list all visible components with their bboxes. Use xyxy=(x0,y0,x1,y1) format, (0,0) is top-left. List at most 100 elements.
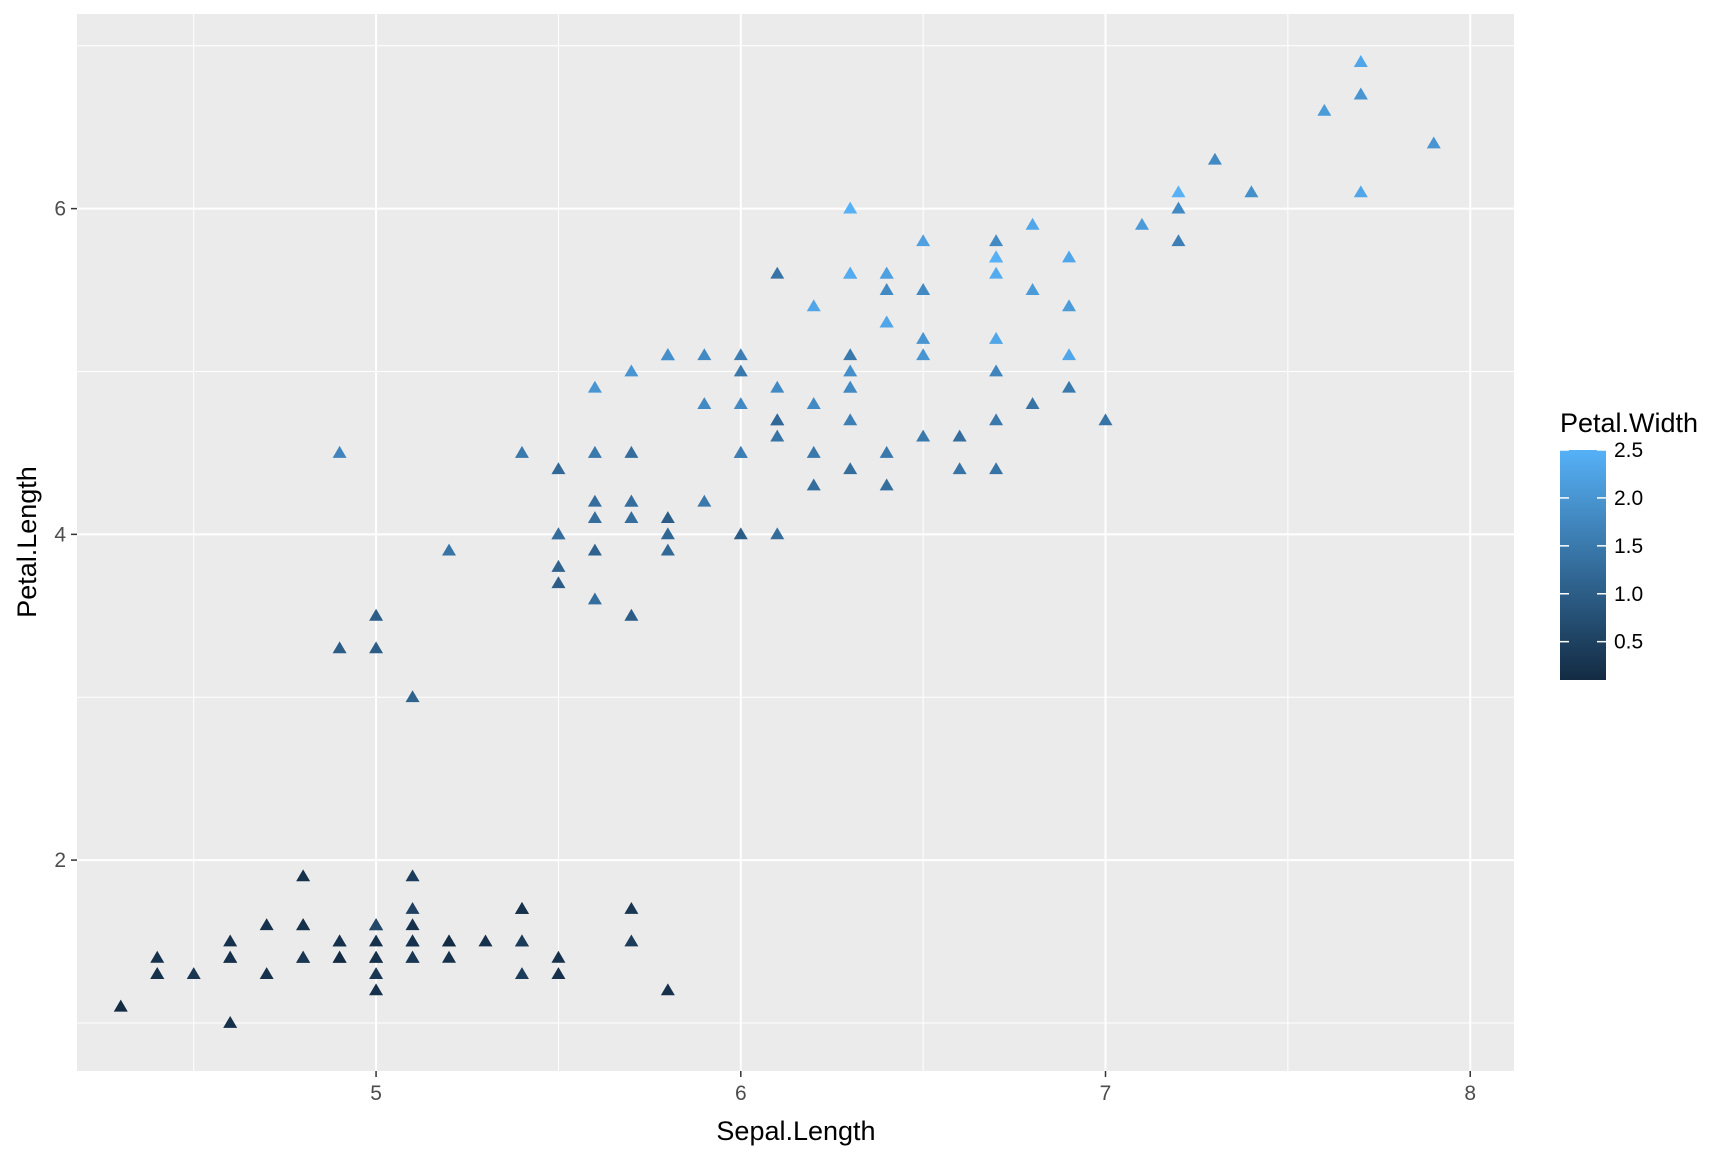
data-point xyxy=(223,950,238,963)
data-point xyxy=(332,934,347,947)
data-point xyxy=(989,462,1004,475)
data-point xyxy=(843,201,858,214)
x-axis-title: Sepal.Length xyxy=(716,1116,875,1146)
data-point xyxy=(660,527,675,540)
data-point xyxy=(369,967,384,979)
data-point xyxy=(806,397,821,409)
data-point xyxy=(989,234,1004,247)
data-point xyxy=(1353,185,1368,198)
grid-lines xyxy=(77,14,1514,1071)
data-point xyxy=(1317,103,1332,116)
data-point xyxy=(770,527,785,540)
x-tick-label: 7 xyxy=(1100,1082,1112,1105)
data-point xyxy=(296,950,311,963)
data-point xyxy=(697,348,712,361)
data-point xyxy=(989,266,1004,279)
data-point xyxy=(1134,217,1149,230)
data-point xyxy=(442,543,457,556)
data-point xyxy=(587,511,602,523)
data-point xyxy=(587,494,602,507)
data-point xyxy=(806,299,821,312)
data-point xyxy=(405,869,420,882)
x-axis-ticks: 5 6 7 8 xyxy=(370,1071,1476,1105)
data-point xyxy=(1062,299,1077,312)
data-point xyxy=(770,380,785,393)
data-point xyxy=(405,934,420,947)
data-point xyxy=(879,283,894,295)
data-point xyxy=(405,901,420,914)
data-point xyxy=(770,413,785,426)
data-point xyxy=(1062,348,1077,361)
data-point xyxy=(514,934,529,947)
y-tick-label: 6 xyxy=(54,198,66,221)
data-point xyxy=(916,348,931,361)
data-point xyxy=(1353,87,1368,100)
data-point xyxy=(624,511,639,523)
data-point xyxy=(624,494,639,507)
plot-panel xyxy=(77,14,1514,1071)
data-point xyxy=(989,250,1004,263)
data-point xyxy=(916,429,931,442)
data-point xyxy=(879,266,894,279)
data-point xyxy=(660,983,675,996)
data-point xyxy=(551,950,566,963)
x-tick-label: 5 xyxy=(370,1082,382,1105)
data-point xyxy=(150,967,165,979)
legend-colorbar xyxy=(1560,450,1606,680)
data-point xyxy=(332,641,347,654)
data-point xyxy=(587,380,602,393)
data-point xyxy=(1025,217,1040,230)
x-tick-label: 8 xyxy=(1464,1082,1476,1105)
data-point xyxy=(697,397,712,409)
data-point xyxy=(1353,55,1368,67)
data-point xyxy=(916,234,931,247)
data-point xyxy=(1171,185,1186,198)
data-point xyxy=(514,445,529,458)
data-point xyxy=(514,901,529,914)
data-point xyxy=(989,413,1004,426)
data-point xyxy=(551,462,566,475)
data-point xyxy=(551,559,566,572)
data-point xyxy=(733,445,748,458)
data-point xyxy=(624,445,639,458)
data-point xyxy=(916,283,931,295)
data-point xyxy=(770,266,785,279)
data-point xyxy=(697,494,712,507)
data-point xyxy=(843,380,858,393)
data-point xyxy=(186,967,201,979)
data-point xyxy=(1025,397,1040,409)
data-point xyxy=(770,429,785,442)
legend-break-label: 2.0 xyxy=(1614,487,1643,510)
data-point xyxy=(369,918,384,931)
data-point xyxy=(1171,234,1186,247)
data-point xyxy=(478,934,493,947)
data-point xyxy=(369,983,384,996)
data-point xyxy=(259,918,274,931)
data-point xyxy=(369,934,384,947)
data-point xyxy=(624,608,639,621)
data-point xyxy=(624,364,639,377)
x-tick-label: 6 xyxy=(735,1082,747,1105)
data-point xyxy=(843,364,858,377)
data-point xyxy=(843,266,858,279)
data-point xyxy=(989,331,1004,344)
data-point xyxy=(916,331,931,344)
data-point xyxy=(442,950,457,963)
data-point xyxy=(551,576,566,589)
data-points xyxy=(113,55,1441,1028)
data-point xyxy=(1098,413,1113,426)
y-tick-label: 4 xyxy=(54,523,66,546)
data-point xyxy=(660,511,675,523)
legend-break-label: 1.0 xyxy=(1614,583,1643,606)
legend-title: Petal.Width xyxy=(1560,408,1698,438)
data-point xyxy=(952,462,967,475)
data-point xyxy=(223,934,238,947)
data-point xyxy=(624,901,639,914)
data-point xyxy=(332,950,347,963)
data-point xyxy=(733,348,748,361)
data-point xyxy=(843,462,858,475)
data-point xyxy=(952,429,967,442)
data-point xyxy=(1207,152,1222,165)
legend-break-label: 1.5 xyxy=(1614,535,1643,558)
